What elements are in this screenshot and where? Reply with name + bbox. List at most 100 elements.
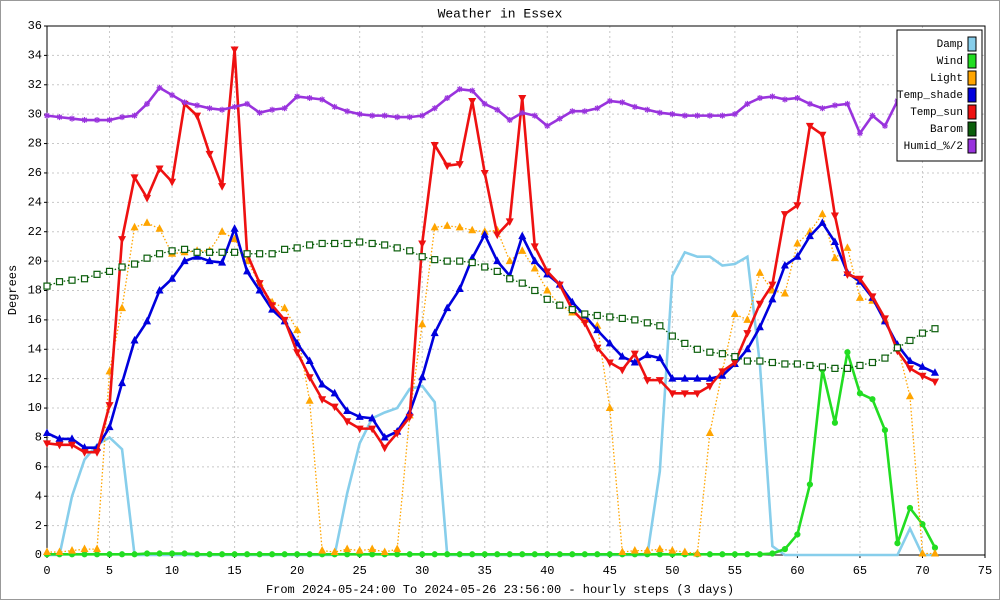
point: [755, 268, 764, 276]
point: [556, 551, 563, 558]
point: [430, 328, 439, 337]
point: [81, 117, 88, 124]
point: [793, 238, 802, 247]
point: [906, 336, 914, 345]
point: [469, 87, 476, 94]
legend-swatch: [967, 138, 977, 154]
point: [819, 105, 826, 112]
point: [881, 354, 889, 362]
point: [118, 378, 127, 387]
point: [294, 93, 301, 100]
point: [56, 114, 63, 121]
point: [706, 348, 714, 356]
y-tick-label: 0: [35, 548, 42, 562]
point: [805, 231, 814, 240]
point: [343, 406, 352, 414]
point: [830, 237, 839, 246]
point: [280, 303, 289, 312]
point: [681, 112, 688, 119]
point: [518, 95, 527, 103]
point: [393, 544, 402, 553]
point: [418, 372, 427, 381]
point: [843, 364, 852, 372]
point: [443, 303, 452, 312]
point: [531, 286, 539, 295]
point: [280, 316, 289, 325]
point: [155, 250, 164, 258]
point: [330, 388, 339, 397]
point: [506, 551, 513, 558]
point: [218, 183, 227, 191]
point: [894, 540, 901, 547]
point: [243, 266, 252, 275]
point: [806, 100, 813, 107]
point: [480, 169, 489, 178]
chart-title: Weather in Essex: [438, 6, 563, 21]
legend-label: Barom: [930, 124, 963, 136]
point: [718, 368, 727, 376]
point: [631, 316, 639, 324]
point: [69, 115, 76, 122]
point: [455, 161, 464, 169]
y-tick-label: 10: [28, 401, 42, 415]
point: [319, 96, 326, 103]
point: [805, 122, 814, 131]
point: [555, 281, 564, 290]
point: [306, 241, 314, 249]
point: [93, 270, 101, 278]
point: [431, 551, 438, 558]
point: [769, 93, 776, 100]
point: [544, 551, 551, 558]
point: [92, 544, 102, 553]
legend-swatch: [967, 36, 977, 52]
point: [42, 547, 52, 556]
point: [168, 178, 177, 187]
point: [218, 258, 227, 266]
point: [543, 268, 552, 276]
point: [694, 112, 701, 119]
point: [668, 332, 676, 340]
point: [281, 245, 289, 253]
point: [118, 236, 127, 244]
point: [918, 329, 927, 337]
point: [305, 374, 314, 382]
point: [743, 315, 752, 323]
point: [369, 551, 376, 558]
point: [781, 360, 789, 368]
point: [318, 379, 327, 388]
point: [444, 551, 451, 558]
point: [643, 319, 651, 327]
point: [81, 551, 88, 558]
point: [818, 363, 827, 371]
point: [844, 349, 851, 356]
point: [469, 551, 476, 558]
point: [494, 551, 501, 558]
point: [743, 330, 752, 338]
point: [293, 338, 302, 347]
point: [305, 396, 314, 404]
point: [881, 122, 888, 129]
point: [718, 350, 726, 358]
point: [705, 428, 714, 437]
point: [668, 546, 677, 554]
point: [444, 95, 451, 102]
point: [431, 256, 439, 264]
point: [581, 310, 589, 318]
point: [156, 84, 163, 91]
x-tick-label: 65: [853, 564, 867, 578]
legend-label: Wind: [937, 56, 963, 68]
point: [244, 551, 251, 558]
point: [230, 46, 239, 55]
point: [481, 100, 488, 107]
point: [268, 250, 276, 258]
point: [55, 547, 64, 556]
point: [619, 99, 626, 106]
point: [931, 325, 939, 333]
point: [318, 546, 327, 554]
point: [869, 396, 876, 403]
point: [406, 247, 414, 255]
point: [131, 551, 138, 558]
point: [293, 244, 301, 252]
x-tick-label: 0: [43, 564, 50, 578]
y-tick-label: 32: [28, 78, 42, 92]
